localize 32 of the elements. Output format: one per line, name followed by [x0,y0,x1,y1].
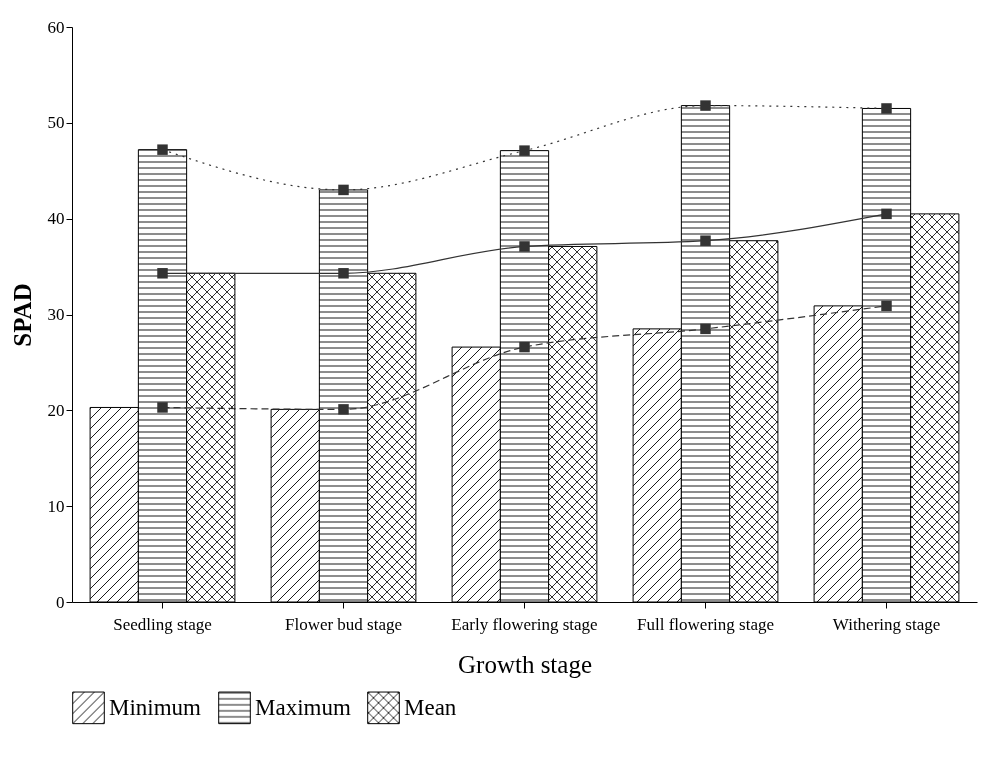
x-tick-label: Withering stage [832,614,941,634]
point [338,268,349,279]
x-tick-label: Full flowering stage [637,614,774,634]
point [700,323,711,335]
point [519,241,530,252]
point [700,235,711,246]
point [881,103,892,114]
x-tick-label: Flower bud stage [284,614,403,634]
y-tick-label: 20 [47,400,65,420]
legend-label: Maximum [255,694,351,720]
y-axis-title: SPAD [8,283,36,347]
y-tick-label: 30 [47,305,65,324]
point [157,402,168,413]
point [519,145,530,156]
legend-label: Minimum [109,694,202,720]
x-axis-title: Growth stage [458,650,592,678]
point [338,184,349,196]
y-tick-label: 10 [47,496,65,516]
y-tick-label: 60 [47,17,65,37]
y-tick-label: 0 [56,592,65,612]
point [881,300,892,312]
point [157,268,168,279]
y-tick-label: 50 [47,113,65,133]
y-tick-label: 40 [47,209,65,229]
point [881,208,892,220]
x-tick-label: Seedling stage [113,614,212,634]
point [338,404,349,415]
point [157,144,168,155]
x-tick-label: Early flowering stage [451,614,598,634]
legend-label: Mean [404,694,457,720]
point [519,341,530,353]
point [700,100,711,111]
